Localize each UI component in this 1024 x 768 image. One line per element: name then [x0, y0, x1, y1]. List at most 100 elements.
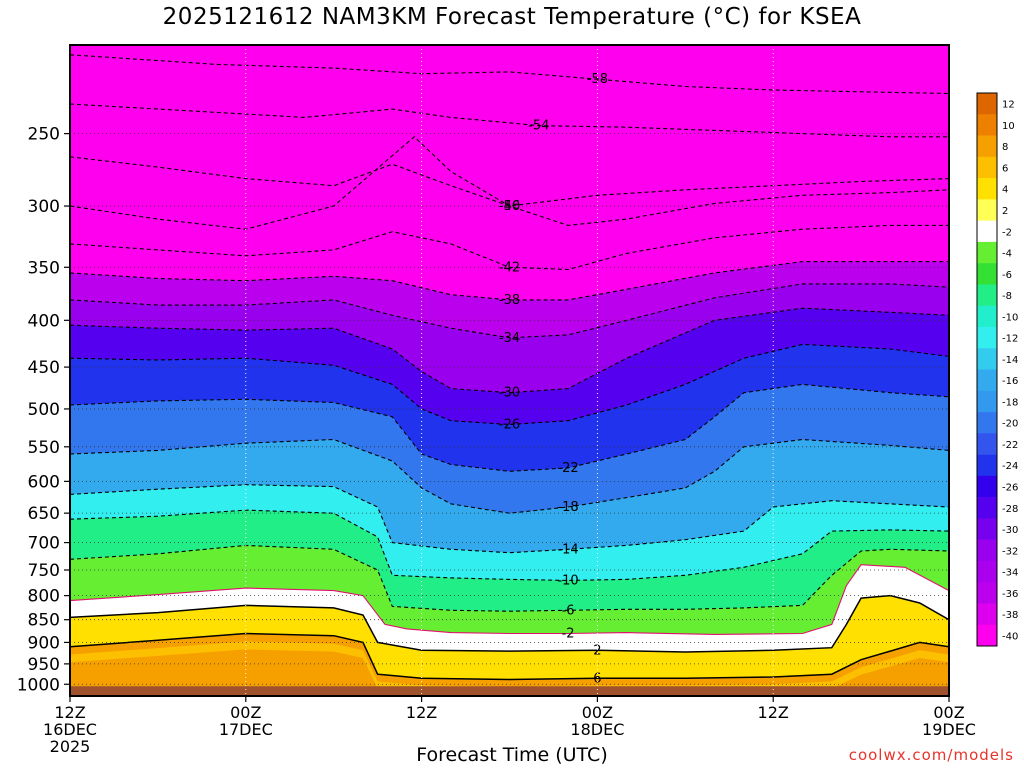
y-tick-label: 550	[28, 438, 60, 458]
y-tick-label: 850	[28, 611, 60, 631]
contour--10	[70, 509, 949, 581]
colorbar-swatch	[977, 241, 997, 264]
contour-label: -46	[499, 199, 520, 214]
contour--50	[70, 156, 949, 207]
contour--2	[70, 564, 949, 635]
x-tick-label: 12Z	[406, 703, 437, 722]
colorbar-swatch	[977, 497, 997, 519]
y-tick-label: 750	[28, 561, 60, 581]
y-tick-label: 300	[28, 197, 60, 217]
colorbar-swatch	[977, 624, 997, 647]
contour--58	[70, 54, 949, 95]
x-tick-label: 19DEC	[922, 720, 976, 739]
contour--14	[70, 484, 949, 554]
colorbar-label: -4	[1002, 249, 1012, 260]
contour-label: -30	[499, 386, 520, 401]
colorbar-label: -36	[1002, 589, 1018, 600]
colorbar-swatch	[977, 454, 997, 477]
colorbar-swatch	[977, 475, 997, 498]
contour--30	[70, 307, 949, 394]
colorbar-label: -24	[1002, 461, 1018, 472]
colorbar-label: 8	[1002, 142, 1008, 153]
colorbar-swatch	[977, 326, 997, 349]
contour--6	[70, 544, 949, 612]
contour-6	[70, 632, 949, 681]
contour-label: -6	[562, 603, 575, 618]
colorbar-swatch	[977, 518, 997, 540]
x-tick-label: 18DEC	[570, 720, 624, 739]
contour--42	[70, 224, 949, 271]
colorbar-label: -40	[1002, 631, 1018, 642]
y-tick-label: 1000	[17, 675, 60, 695]
band-10	[70, 649, 949, 696]
colorbar-swatch	[977, 433, 997, 455]
colorbar: 12 10 8 6 4 2 -2 -4 -6 -8 -10 -12 -14 -16 -18 -20 -22 -24…	[976, 92, 1018, 647]
colorbar-swatch	[977, 369, 997, 392]
colorbar-swatch	[977, 284, 997, 306]
colorbar-swatch	[977, 220, 997, 243]
contour-label: -14	[557, 542, 578, 557]
colorbar-swatch	[977, 603, 997, 626]
y-tick-label: 600	[28, 472, 60, 492]
colorbar-label: -18	[1002, 397, 1018, 408]
temperature-field	[70, 45, 949, 696]
colorbar-label: -12	[1002, 334, 1018, 345]
colorbar-swatch	[977, 199, 997, 221]
x-tick-label: 12Z	[758, 703, 789, 722]
colorbar-label: 4	[1002, 185, 1008, 196]
y-tick-label: 400	[28, 311, 60, 331]
x-tick-label: 16DEC	[43, 720, 97, 739]
colorbar-swatch	[977, 560, 997, 583]
temperature-contours: -58-54-50-46-42-38-34-30-26-22-18-14-10-…	[70, 54, 949, 686]
x-tick-label: 00Z	[933, 703, 964, 722]
y-tick-label: 700	[28, 534, 60, 554]
colorbar-swatch	[977, 114, 997, 136]
colorbar-label: -32	[1002, 546, 1018, 557]
colorbar-label: -10	[1002, 312, 1018, 323]
plot-frame	[69, 44, 950, 697]
colorbar-label: 12	[1002, 100, 1015, 111]
chart-title: 2025121612 NAM3KM Forecast Temperature (…	[162, 4, 862, 30]
contour-label: -2	[562, 626, 575, 641]
colorbar-label: -16	[1002, 376, 1018, 387]
ground-fill	[70, 686, 949, 696]
y-tick-label: 250	[28, 125, 60, 145]
contour-label: -26	[499, 418, 520, 433]
y-tick-label: 900	[28, 633, 60, 653]
y-tick-label: 650	[28, 504, 60, 524]
colorbar-swatch	[977, 305, 997, 328]
credit-link[interactable]: coolwx.com/models	[848, 746, 1014, 764]
y-axis: 2503003504004505005506006507007508008509…	[17, 125, 70, 695]
colorbar-label: -26	[1002, 482, 1018, 493]
colorbar-swatch	[977, 263, 997, 285]
colorbar-label: -20	[1002, 419, 1018, 430]
contour--26	[70, 343, 949, 426]
colorbar-label: -30	[1002, 525, 1018, 536]
colorbar-label: 10	[1002, 121, 1015, 132]
y-tick-label: 350	[28, 258, 60, 278]
colorbar-swatch	[977, 178, 997, 200]
contour-label: -18	[557, 500, 578, 515]
x-tick-label: 12Z	[54, 703, 85, 722]
colorbar-label: -8	[1002, 291, 1012, 302]
x-tick-label: 00Z	[230, 703, 261, 722]
colorbar-label: -22	[1002, 440, 1018, 451]
colorbar-swatch	[977, 348, 997, 370]
colorbar-swatch	[977, 135, 997, 158]
y-tick-label: 500	[28, 400, 60, 420]
contour--22	[70, 383, 949, 472]
colorbar-swatch	[977, 156, 997, 179]
contour-label: -10	[557, 573, 578, 588]
colorbar-swatch	[977, 412, 997, 434]
colorbar-label: -34	[1002, 568, 1018, 579]
ground-surface	[70, 686, 949, 696]
contour-label: 2	[593, 643, 601, 658]
contour-2	[70, 594, 949, 653]
x-tick-label: 00Z	[582, 703, 613, 722]
contour--18	[70, 438, 949, 514]
colorbar-swatch	[977, 539, 997, 562]
colorbar-swatch	[977, 582, 997, 604]
contour-label: -42	[499, 260, 520, 275]
contour--54	[70, 103, 949, 138]
colorbar-label: -2	[1002, 227, 1012, 238]
